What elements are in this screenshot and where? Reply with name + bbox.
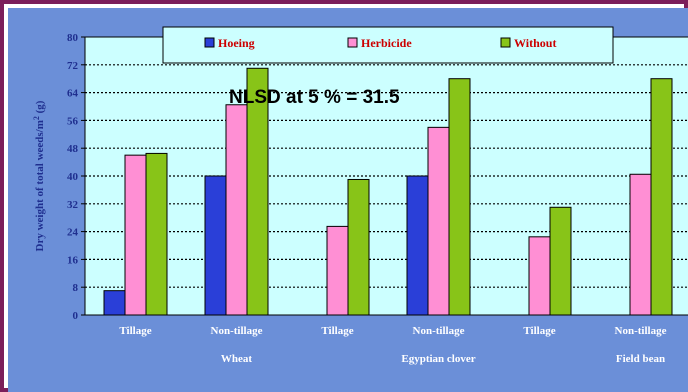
group-labels: Wheat Egyptian clover Field bean [221,353,665,365]
legend-swatch [204,37,215,48]
y-tick-label: 64 [67,88,79,100]
y-tick-label: 0 [73,310,79,322]
bar-herbicide-3 [326,225,349,316]
bar-hoeing-1 [103,290,126,316]
bar-herbicide-1 [124,154,147,316]
legend-box [162,26,614,64]
legend-label: Hoeing [218,36,255,50]
group-label: Field bean [616,353,665,365]
bars [103,67,673,316]
x-tick-label: Tillage [321,325,353,337]
y-tick-label: 56 [67,115,79,127]
y-tick-label: 72 [67,60,79,72]
y-tick-label: 80 [67,32,79,44]
x-tick-label: Tillage [119,325,151,337]
y-tick-label: 40 [67,171,79,183]
y-axis-ticks: 0 8 16 24 32 40 48 56 64 72 80 [67,32,85,322]
y-tick-label: 32 [67,199,79,211]
y-tick-label: 16 [67,254,79,266]
y-tick-label: 48 [67,143,79,155]
x-tick-label: Non-tillage [615,325,667,337]
x-axis-labels: Tillage Non-tillage Tillage Non-tillage Till… [119,325,666,337]
group-label: Wheat [221,353,253,365]
legend-swatch [347,37,358,48]
legend-label: Without [514,36,556,50]
nlsd-annotation: NLSD at 5 % = 31.5 [229,87,400,108]
legend-label: Herbicide [361,36,412,50]
bar-hoeing-2 [204,175,227,316]
bar-herbicide-4 [427,126,450,316]
legend: Hoeing Herbicide Without [162,26,614,64]
bar-without-4 [448,78,471,316]
group-label: Egyptian clover [401,353,475,365]
x-tick-label: Tillage [523,325,555,337]
y-axis-label: Dry weight of total weeds/m2 (g) [32,100,47,251]
bar-herbicide-2 [225,104,248,316]
bar-without-1 [145,152,168,316]
y-tick-label: 8 [73,282,79,294]
legend-swatch [500,37,511,48]
x-tick-label: Non-tillage [211,325,263,337]
bar-without-6 [650,78,673,316]
bar-without-3 [347,178,370,316]
gridlines [85,64,688,288]
x-tick-label: Non-tillage [413,325,465,337]
bar-herbicide-5 [528,236,551,316]
bar-herbicide-6 [629,173,652,316]
bar-without-5 [549,206,572,316]
bar-hoeing-4 [406,175,429,316]
y-tick-label: 24 [67,227,79,239]
